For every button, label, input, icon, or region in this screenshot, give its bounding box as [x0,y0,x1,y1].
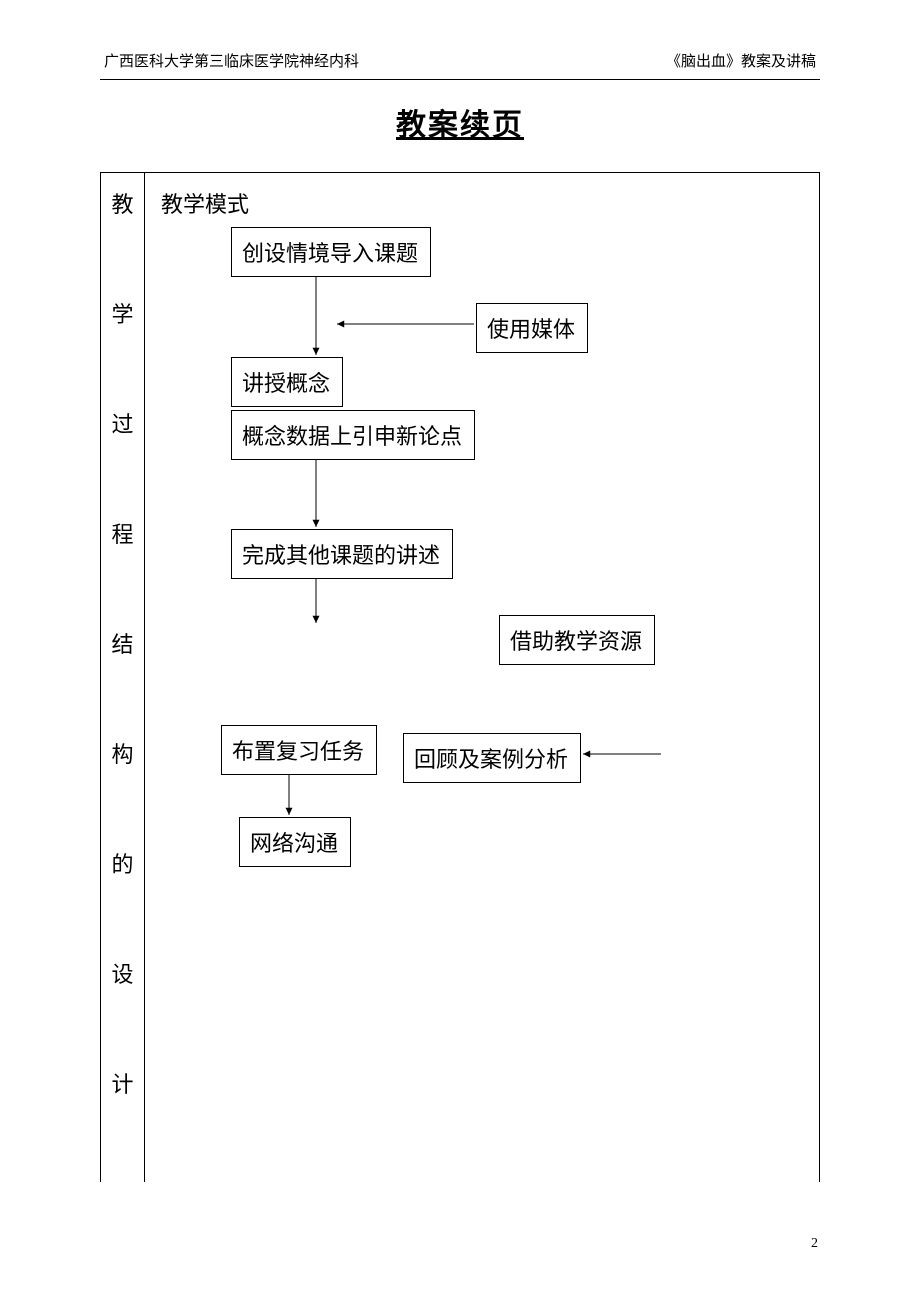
main-container: 教学过程结构的设计 教学模式 创设情境导入课题使用媒体讲授概念概念数据上引申新论… [100,172,820,1182]
flowchart-node-b5: 完成其他课题的讲述 [231,529,453,579]
page-title: 教案续页 [100,100,820,144]
left-column-char: 设 [111,957,133,989]
flowchart-node-b8: 回顾及案例分析 [403,733,581,783]
flowchart-node-b7: 布置复习任务 [221,725,377,775]
flowchart-node-b3: 讲授概念 [231,357,343,407]
page-number: 2 [811,1236,818,1252]
left-column-char: 教 [111,187,133,219]
flowchart-node-b6: 借助教学资源 [499,615,655,665]
flowchart-node-b1: 创设情境导入课题 [231,227,431,277]
page-header: 广西医科大学第三临床医学院神经内科 《脑出血》教案及讲稿 [100,50,820,71]
left-column-char: 学 [111,297,133,329]
left-column-char: 构 [111,737,133,769]
header-left: 广西医科大学第三临床医学院神经内科 [104,50,359,71]
left-column-char: 的 [111,847,133,879]
flowchart: 创设情境导入课题使用媒体讲授概念概念数据上引申新论点完成其他课题的讲述借助教学资… [161,227,803,1127]
left-column-char: 计 [111,1067,133,1099]
left-column-char: 过 [111,407,133,439]
header-right: 《脑出血》教案及讲稿 [666,50,816,71]
flowchart-node-b2: 使用媒体 [476,303,588,353]
left-column-char: 程 [111,517,133,549]
diagram-subtitle: 教学模式 [161,187,803,219]
left-column-char: 结 [111,627,133,659]
flowchart-node-b4: 概念数据上引申新论点 [231,410,475,460]
header-underline [100,79,820,80]
diagram-area: 教学模式 创设情境导入课题使用媒体讲授概念概念数据上引申新论点完成其他课题的讲述… [145,173,819,1182]
left-column-label: 教学过程结构的设计 [101,173,145,1182]
flowchart-node-b9: 网络沟通 [239,817,351,867]
